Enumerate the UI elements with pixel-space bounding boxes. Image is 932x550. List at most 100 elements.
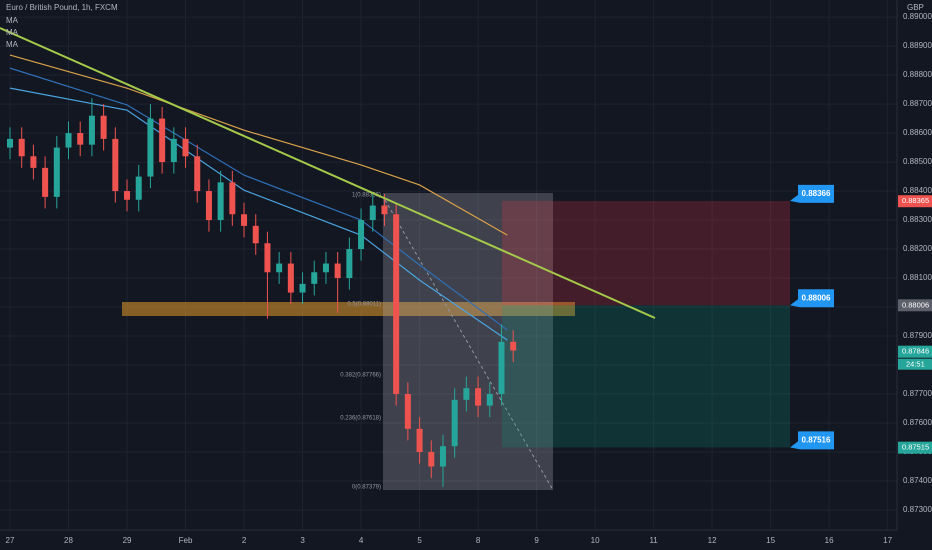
callout-label: 0.87516 [802,435,831,444]
candle-body [381,205,388,215]
candle-body [322,263,329,273]
candle-body [358,220,365,250]
fib-label: 1(0.88386) [352,193,381,199]
x-tick-label: 8 [476,536,481,545]
target-zone [502,305,790,448]
price-badge [898,299,932,312]
candle-body [287,263,294,293]
candle-body [170,138,177,163]
candle-body [77,133,84,145]
candle-body [194,156,201,192]
callout-box [790,184,834,203]
callout: 0.88366 [790,184,834,203]
legend-entry: MA [6,40,19,49]
y-tick-label: 0.88700 [903,99,932,108]
y-tick-label: 0.87700 [903,389,932,398]
candle-body [217,182,224,221]
x-tick-label: 28 [64,536,73,545]
fib-label: 0.236(0.87618) [340,415,381,421]
fib-label: 0.382(0.87766) [340,372,381,378]
candle-body [346,249,353,279]
candle-body [147,118,154,177]
callout: 0.87516 [790,431,834,450]
candle-body [229,182,236,215]
candle-body [404,394,411,429]
candle-body [100,115,107,139]
candle-body [65,133,72,148]
candle-body [475,388,482,406]
candle-body [439,446,446,467]
fib-label: 0(0.87379) [352,485,381,491]
callout-box [790,289,834,308]
candle-body [42,167,49,197]
candle-body [451,399,458,447]
candle-body [334,263,341,279]
candle-body [112,138,119,192]
x-tick-label: 29 [123,536,132,545]
x-tick-label: 15 [766,536,775,545]
candle-body [88,115,95,145]
y-tick-label: 0.88500 [903,157,932,166]
candle-body [299,283,306,293]
price-badge [898,195,932,208]
callout-label: 0.88006 [802,293,831,302]
x-tick-label: 4 [359,536,364,545]
x-tick-label: 3 [300,536,305,545]
ma-line [9,87,508,341]
countdown: 24:51 [906,360,925,369]
candle-body [30,156,37,168]
candle-body [135,176,142,200]
candle-body [369,205,376,221]
x-tick-label: 9 [534,536,539,545]
legend-entry: MA [6,28,19,37]
y-tick-label: 0.88600 [903,128,932,137]
y-tick-label: 0.88900 [903,41,932,50]
price-badge-label: 0.87846 [902,347,929,356]
price-badge [898,441,932,454]
x-tick-label: 17 [883,536,892,545]
axes: 0.873000.874000.875000.876000.877000.878… [6,12,932,545]
price-badge [898,345,932,358]
x-tick-label: 16 [825,536,834,545]
plot: 1(0.88386) 0.5(0.88011) 0.382(0.87766) 0.23… [7,54,517,491]
y-tick-label: 0.87900 [903,331,932,340]
position-zones [502,200,790,448]
x-tick-label: 2 [242,536,247,545]
y-tick-label: 0.87300 [903,505,932,514]
x-tick-label: 27 [6,536,15,545]
candle-body [393,214,400,395]
legend-entry: MA [6,16,19,25]
candle-body [241,214,248,226]
candle-body [252,225,259,244]
y-tick-label: 0.88400 [903,186,932,195]
currency: GBP [907,3,924,12]
x-tick-label: 5 [417,536,422,545]
fib-label: 0.5(0.88011) [347,301,381,307]
candle-body [264,243,271,273]
y-tick-label: 0.88100 [903,273,932,282]
price-badge-label: 0.88006 [902,300,929,309]
countdown-badge [898,358,932,370]
support-band [122,302,575,316]
candle-body [498,341,505,395]
y-tick-label: 0.87600 [903,418,932,427]
x-tick-label: Feb [179,536,193,545]
candle-body [276,263,283,273]
ma-line [9,54,508,236]
callout-label: 0.88366 [802,189,831,198]
candle-body [463,388,470,400]
callout: 0.88006 [790,289,834,308]
candle-body [124,191,131,200]
fib-diagonal [384,199,554,491]
x-tick-label: 11 [649,536,658,545]
callout-box [790,431,834,450]
candle-body [182,138,189,157]
y-tick-label: 0.88200 [903,244,932,253]
candle-body [510,341,517,351]
candle-body [428,452,435,467]
chart-title: Euro / British Pound, 1h, FXCM [6,3,118,12]
candle-body [311,272,318,284]
y-tick-label: 0.88800 [903,70,932,79]
